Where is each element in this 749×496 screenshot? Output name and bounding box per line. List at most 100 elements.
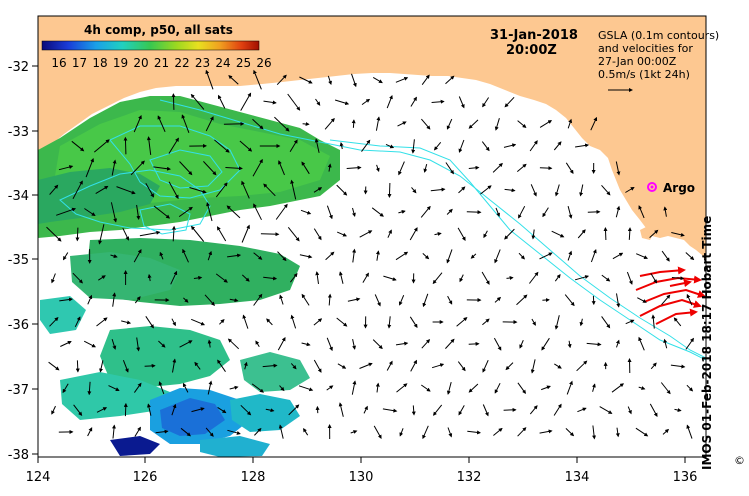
velocity-arrow-icon (517, 427, 527, 437)
velocity-arrow-icon (326, 205, 333, 220)
velocity-arrow-icon (650, 273, 658, 284)
velocity-arrow-icon (616, 293, 621, 308)
velocity-arrow-icon (482, 359, 489, 373)
velocity-arrow-icon (136, 204, 141, 220)
velocity-arrow-icon (158, 381, 165, 395)
velocity-arrow-icon (553, 141, 562, 151)
velocity-arrow-icon (363, 405, 368, 414)
velocity-arrow-icon (171, 318, 176, 327)
velocity-arrow-icon (529, 271, 539, 284)
velocity-arrow-icon (603, 227, 608, 241)
velocity-arrow-icon (87, 427, 93, 437)
velocity-arrow-icon (290, 179, 297, 200)
gsla-legend: GSLA (0.1m contours) and velocities for … (598, 29, 719, 92)
velocity-arrow-icon (601, 274, 611, 282)
velocity-arrow-icon (421, 74, 430, 85)
velocity-arrow-icon (87, 381, 92, 396)
velocity-arrow-icon (251, 383, 265, 393)
argo-marker (647, 182, 657, 192)
velocity-arrow-icon (457, 227, 466, 241)
velocity-arrow-icon (611, 383, 625, 393)
velocity-arrow-icon (179, 161, 193, 176)
velocity-arrow-icon (56, 207, 77, 216)
velocity-arrow-icon (530, 359, 536, 374)
velocity-arrow-icon (240, 92, 252, 111)
velocity-arrow-icon (627, 227, 632, 240)
velocity-arrow-icon (493, 337, 502, 351)
velocity-arrow-icon (179, 340, 193, 348)
velocity-arrow-icon (276, 74, 287, 86)
velocity-arrow-icon (93, 139, 110, 153)
velocity-arrow-icon (565, 162, 574, 175)
x-tick-label: 136 (673, 470, 698, 485)
y-tick-label: -32 (8, 60, 29, 75)
velocity-arrow-icon (253, 69, 262, 90)
velocity-arrow-icon (530, 184, 537, 197)
velocity-arrow-icon (387, 182, 392, 198)
velocity-arrow-icon (395, 251, 409, 261)
velocity-arrow-icon (263, 100, 277, 105)
x-tick-label: 126 (133, 470, 158, 485)
velocity-arrow-icon (374, 294, 381, 307)
velocity-arrow-icon (263, 183, 276, 197)
velocity-arrow-icon (325, 251, 335, 261)
y-tick-label: -36 (8, 318, 29, 333)
velocity-arrow-icon (338, 271, 344, 284)
velocity-arrow-icon (383, 275, 397, 281)
velocity-arrow-icon (468, 341, 480, 346)
velocity-arrow-icon (615, 339, 620, 348)
velocity-arrow-icon (422, 425, 429, 440)
velocity-arrow-icon (215, 273, 228, 283)
velocity-arrow-icon (299, 76, 313, 84)
velocity-arrow-icon (626, 271, 633, 285)
velocity-arrow-icon (242, 314, 249, 329)
velocity-arrow-icon (241, 274, 250, 282)
velocity-arrow-icon (266, 318, 273, 326)
velocity-arrow-icon (660, 382, 671, 395)
velocity-arrow-icon (468, 383, 479, 393)
velocity-arrow-icon (108, 385, 120, 391)
velocity-arrow-icon (591, 383, 596, 392)
velocity-arrow-icon (62, 383, 69, 394)
velocity-arrow-icon (218, 94, 226, 109)
velocity-arrow-icon (551, 230, 565, 238)
velocity-arrow-icon (327, 163, 332, 172)
velocity-arrow-icon (314, 138, 320, 153)
velocity-arrow-icon (134, 296, 141, 304)
velocity-arrow-icon (494, 249, 501, 264)
velocity-arrow-icon (481, 271, 490, 285)
velocity-arrow-icon (361, 98, 371, 106)
velocity-arrow-icon (121, 320, 132, 325)
y-tick-label: -34 (8, 189, 29, 204)
velocity-arrow-icon (482, 318, 490, 326)
velocity-arrow-icon (75, 227, 80, 242)
velocity-arrow-icon (133, 114, 142, 133)
velocity-arrow-icon (51, 273, 56, 284)
velocity-arrow-icon (458, 405, 465, 416)
velocity-arrow-icon (615, 205, 621, 218)
velocity-arrow-icon (279, 294, 284, 305)
velocity-arrow-icon (207, 380, 213, 395)
velocity-arrow-icon (432, 404, 443, 416)
velocity-arrow-icon (98, 224, 105, 245)
velocity-arrow-icon (206, 202, 213, 222)
velocity-arrow-icon (554, 184, 560, 197)
velocity-arrow-icon (99, 360, 104, 373)
velocity-arrow-icon (327, 293, 332, 306)
velocity-arrow-icon (638, 386, 646, 390)
velocity-arrow-icon (468, 119, 479, 129)
velocity-arrow-icon (351, 380, 357, 395)
velocity-arrow-icon (372, 76, 383, 84)
velocity-arrow-icon (372, 339, 383, 350)
velocity-arrow-icon (58, 165, 74, 171)
velocity-arrow-icon (445, 75, 455, 85)
velocity-arrow-icon (481, 141, 490, 152)
velocity-arrow-icon (301, 161, 310, 175)
velocity-arrow-icon (468, 165, 480, 170)
velocity-arrow-icon (409, 227, 418, 241)
velocity-arrow-icon (410, 96, 417, 107)
velocity-arrow-icon (599, 406, 613, 414)
velocity-arrow-icon (432, 272, 443, 285)
velocity-arrow-icon (133, 249, 142, 263)
velocity-arrow-icon (567, 250, 573, 261)
